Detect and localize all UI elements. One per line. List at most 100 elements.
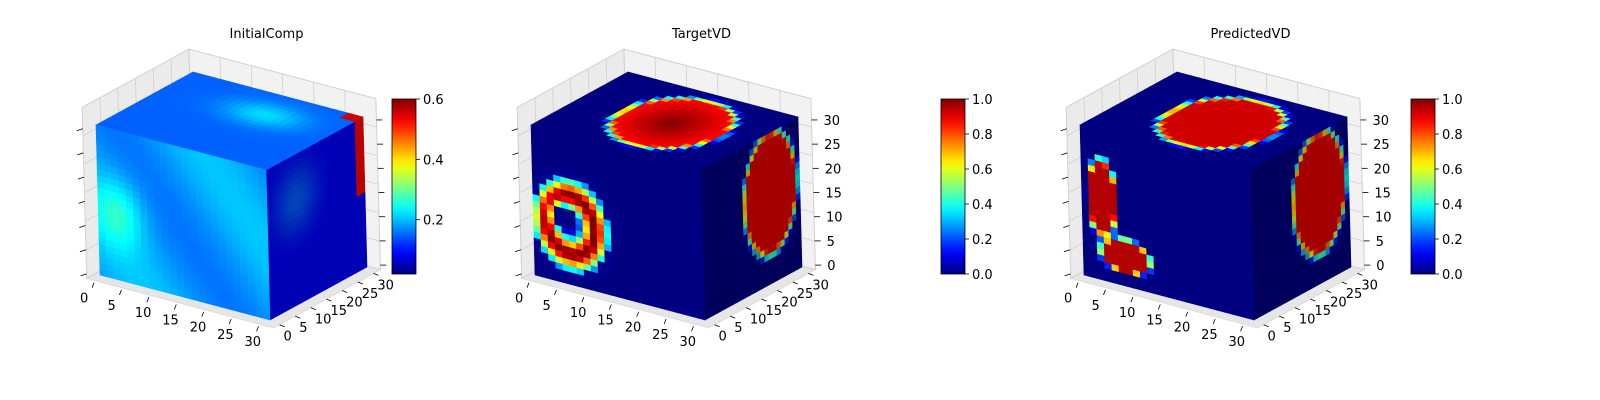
z-tick-label: 20 [825, 162, 842, 177]
x-tick-mark [691, 326, 694, 332]
z-tick-mark-left [514, 249, 522, 253]
x-tick-label: 30 [245, 335, 262, 350]
x-tick-mark [91, 282, 95, 288]
y-tick-mark [295, 315, 301, 319]
x-tick-mark [173, 304, 177, 310]
y-tick-label: 10 [315, 313, 332, 328]
x-tick-label: 10 [135, 306, 152, 321]
z-tick-mark-left [77, 176, 85, 180]
x-tick-label: 10 [570, 306, 587, 321]
z-tick-mark-left [77, 152, 84, 156]
z-tick-label: 0 [827, 259, 835, 274]
x-tick-label: 0 [515, 292, 523, 307]
cube-plot-targetvd: 0 5 10 15 20 25 30 0510152025300510152025300.00… [511, 48, 993, 350]
x-tick-label: 25 [217, 328, 234, 343]
colorbar-gradient [391, 98, 417, 275]
gridline [81, 48, 190, 108]
voxel-cube [95, 71, 368, 321]
y-tick-label: 15 [765, 304, 782, 319]
z-tick-mark-left [512, 176, 520, 180]
y-tick-mark [341, 290, 348, 293]
colorbar-tick-label: 0.4 [972, 198, 993, 213]
gridline [623, 48, 811, 99]
y-tick-label: 5 [299, 321, 307, 336]
voxel-side [358, 116, 364, 126]
x-tick-label: 20 [190, 321, 207, 336]
x-tick-label: 30 [680, 335, 697, 350]
colorbar-tick-label: 0.2 [423, 214, 444, 229]
x-tick-mark [608, 304, 612, 310]
y-tick-mark [792, 281, 798, 285]
gridline [516, 48, 625, 108]
voxel-side [793, 116, 799, 126]
x-tick-mark [201, 311, 205, 317]
y-tick-label: 20 [781, 296, 798, 311]
y-tick-mark [714, 324, 720, 328]
y-tick-label: 20 [346, 296, 363, 311]
gridline [1065, 48, 1174, 108]
colorbar-tick-label: 0.4 [423, 153, 444, 168]
colorbar-tick-label: 0.0 [972, 268, 993, 283]
y-tick-label: 30 [812, 278, 829, 293]
voxel-cube [530, 71, 803, 321]
y-tick-label: 30 [377, 278, 394, 293]
y-tick-mark [279, 324, 285, 328]
y-tick-label: 25 [362, 287, 379, 302]
z-tick-label: 30 [823, 114, 840, 129]
y-tick-label: 25 [797, 287, 814, 302]
chart-title: InitialComp [229, 27, 304, 42]
chart-title: PredictedVD [1210, 27, 1291, 42]
cube-plot-predictedvd: 0 5 10 15 20 25 30 0510152025300510152025300.00… [1060, 48, 1463, 350]
z-tick-mark-left [80, 273, 87, 277]
z-tick-mark-left [511, 128, 518, 132]
chart-panel-initialcomp: InitialComp 0 5 10 15 20 25 30 0 5 10 15 20 25 30 0.2 0… [0, 0, 533, 400]
z-tick-mark-left [512, 152, 519, 156]
x-tick-label: 15 [162, 313, 179, 328]
x-tick-label: 15 [597, 313, 614, 328]
x-tick-label: 20 [625, 321, 642, 336]
colorbar-tick-label: 0.6 [972, 163, 993, 178]
z-tick-mark-left [514, 225, 521, 228]
z-tick-label: 15 [825, 187, 842, 202]
y-tick-mark [745, 307, 751, 310]
chart-panel-predictedvd: PredictedVD 0 5 10 15 20 25 30 0 5 10 15 20 25 30 0 5 10… [984, 0, 1517, 400]
y-tick-mark [326, 298, 332, 302]
voxel-front [693, 167, 702, 177]
gridline [188, 48, 376, 99]
colorbar: 0.2 0.4 0.6 [391, 93, 444, 275]
x-tick-label: 25 [652, 328, 669, 343]
z-tick-label: 25 [824, 138, 841, 153]
y-tick-mark [761, 298, 767, 302]
x-tick-mark [636, 311, 640, 317]
colorbar-tick-label: 0.6 [423, 93, 444, 108]
y-tick-label: 0 [719, 330, 727, 345]
x-tick-mark [119, 289, 122, 296]
y-tick-label: 15 [330, 304, 347, 319]
z-tick-mark-left [76, 128, 83, 132]
z-tick-label: 5 [827, 235, 835, 250]
y-tick-label: 5 [734, 321, 742, 336]
voxel-front [258, 167, 267, 177]
chart-panel-targetvd: TargetVD 0 5 10 15 20 25 30 0 5 10 15 20 25 30 0 5 10 15 2… [435, 0, 993, 400]
x-tick-mark [228, 318, 232, 325]
x-tick-mark [554, 289, 557, 296]
z-tick-mark-left [79, 225, 86, 228]
colorbar-gradient [940, 98, 966, 275]
x-tick-mark [663, 318, 667, 325]
colorbar-tick-label: 1.0 [972, 93, 993, 108]
gridline [1172, 48, 1360, 99]
y-tick-mark [373, 273, 379, 276]
colorbar-tick-label: 0.8 [972, 128, 993, 143]
x-tick-label: 0 [80, 292, 88, 307]
z-tick-label: 10 [826, 211, 843, 226]
z-tick-mark-left [78, 200, 85, 204]
x-tick-label: 5 [542, 299, 550, 314]
colorbar: 0.00.20.40.60.81.0 [940, 93, 993, 283]
z-tick-mark-left [79, 249, 87, 253]
x-tick-mark [256, 326, 259, 332]
y-tick-mark [808, 273, 814, 276]
z-tick-mark-left [513, 200, 520, 204]
y-tick-mark [730, 315, 736, 319]
